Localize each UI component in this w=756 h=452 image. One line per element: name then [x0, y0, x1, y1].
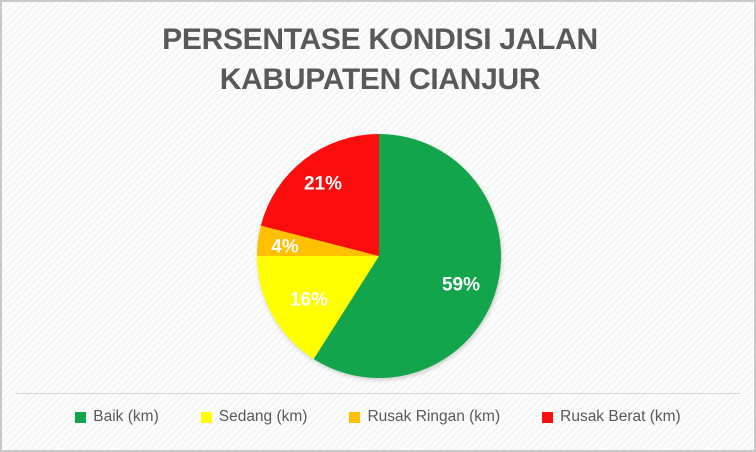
pie-chart — [257, 134, 501, 378]
pie-slice-sedang[interactable] — [257, 256, 379, 360]
plot-area: 59% 16% 4% 21% — [2, 112, 754, 397]
chart-title: PERSENTASE KONDISI JALAN KABUPATEN CIANJ… — [2, 20, 754, 99]
chart-title-line-1: PERSENTASE KONDISI JALAN — [162, 23, 598, 56]
pie-slice-baik[interactable] — [313, 134, 501, 378]
legend-swatch-icon-sedang — [200, 411, 212, 423]
legend-swatch-icon-baik — [75, 411, 87, 423]
pie-label-sedang: 16% — [289, 289, 329, 311]
chart-legend: Baik (km) Sedang (km) Rusak Ringan (km) … — [16, 393, 740, 432]
legend-label-baik: Baik (km) — [93, 408, 159, 426]
legend-label-sedang: Sedang (km) — [218, 408, 308, 426]
legend-label-rusak-ringan: Rusak Ringan (km) — [367, 408, 501, 426]
legend-item-rusak-ringan[interactable]: Rusak Ringan (km) — [349, 409, 500, 425]
pie-label-baik: 59% — [441, 274, 481, 296]
legend-swatch-icon-rusak-berat — [542, 411, 554, 423]
chart-title-line-2: KABUPATEN CIANJUR — [219, 62, 541, 96]
legend-item-baik[interactable]: Baik (km) — [75, 408, 159, 426]
pie-slice-rusak-berat[interactable] — [260, 134, 379, 256]
legend-label-rusak-berat: Rusak Berat (km) — [560, 408, 681, 426]
legend-item-sedang[interactable]: Sedang (km) — [200, 408, 308, 426]
legend-swatch-icon-rusak-ringan — [349, 411, 361, 423]
pie-label-rusak-berat: 21% — [303, 173, 343, 195]
pie-label-rusak-ringan: 4% — [271, 236, 299, 258]
pie-slice-rusak-ringan[interactable] — [257, 225, 379, 256]
legend-item-rusak-berat[interactable]: Rusak Berat (km) — [542, 409, 681, 425]
